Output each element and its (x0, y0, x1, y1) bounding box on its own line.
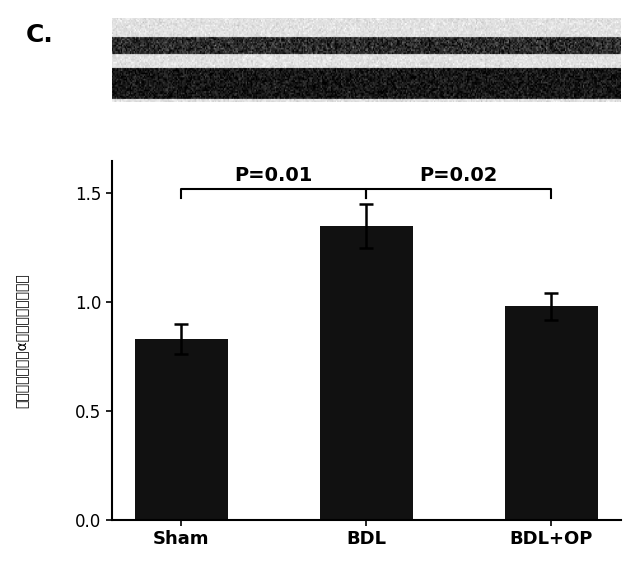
Text: P=0.01: P=0.01 (235, 165, 313, 185)
Text: C.: C. (26, 23, 53, 47)
Bar (135, 339, 228, 520)
Text: カベオリン１／α－チューブリン比: カベオリン１／α－チューブリン比 (15, 273, 29, 408)
Text: P=0.02: P=0.02 (420, 165, 498, 185)
Bar (505, 307, 598, 520)
Bar (320, 226, 413, 520)
